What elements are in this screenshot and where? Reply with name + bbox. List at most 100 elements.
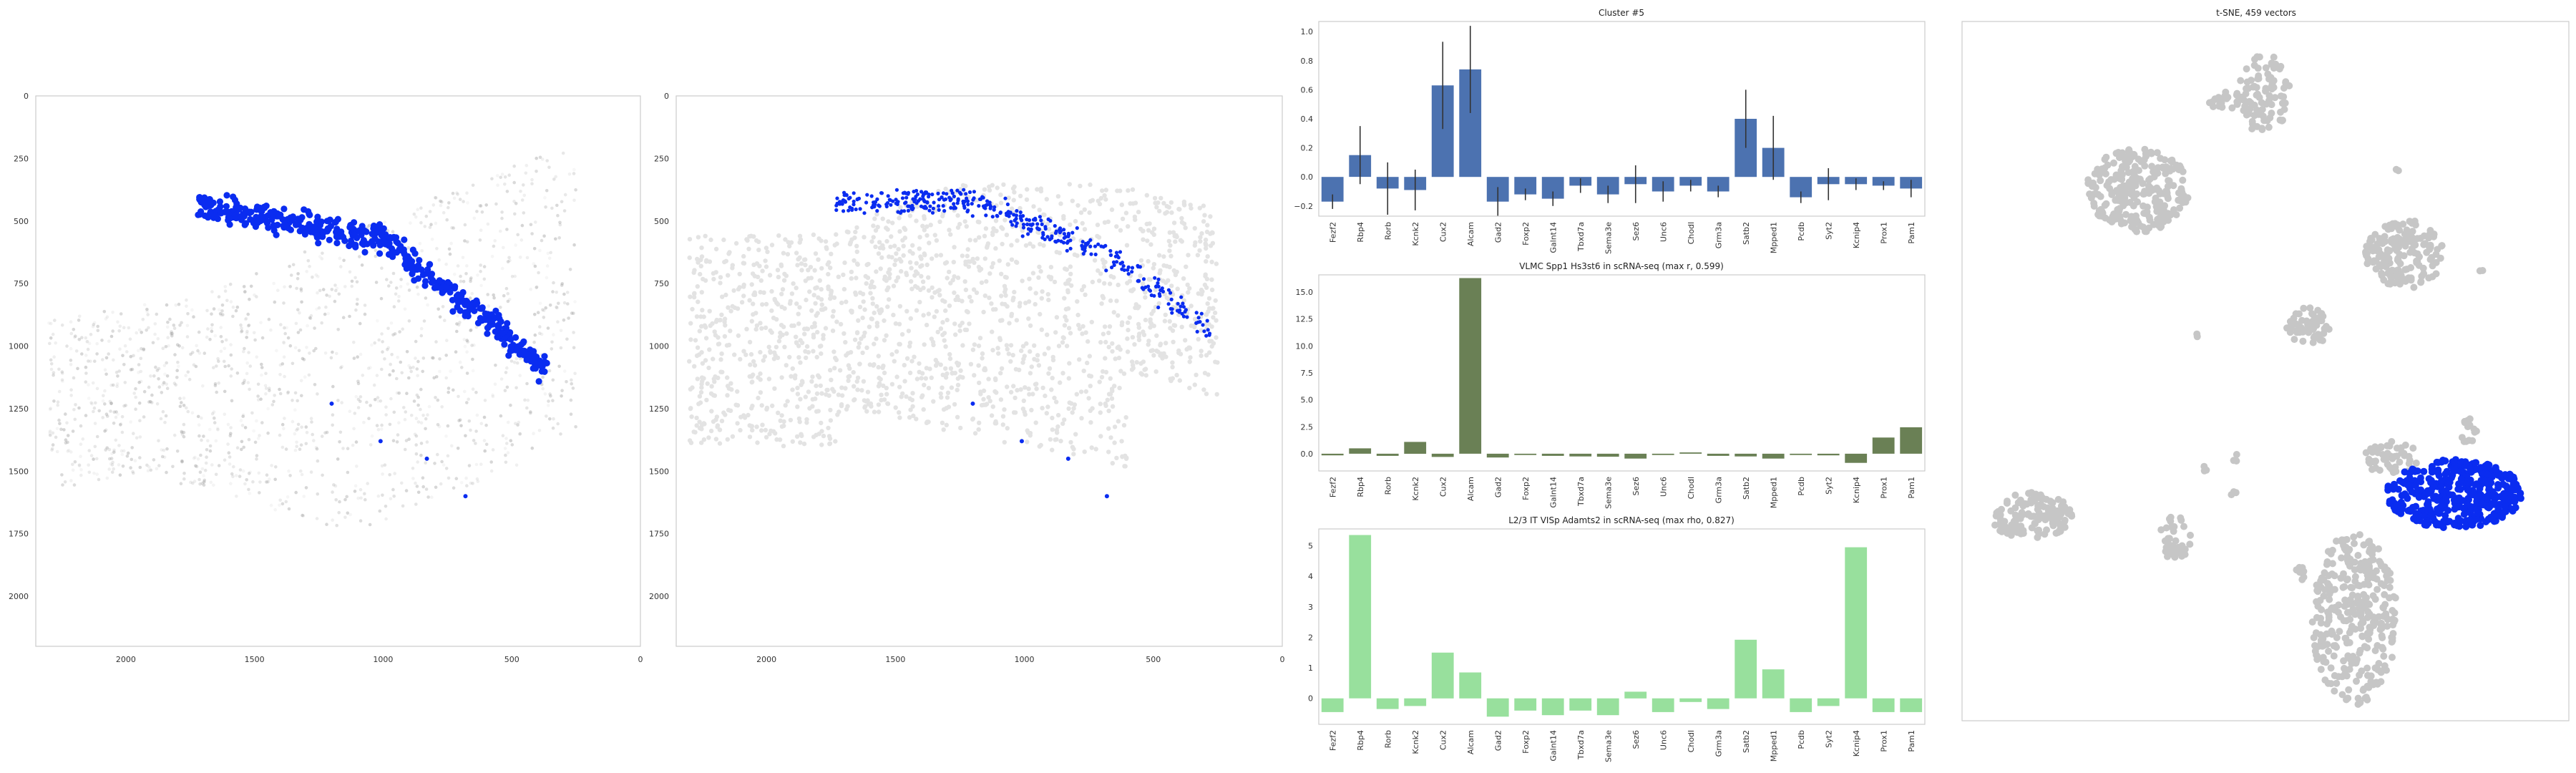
background-point [430,356,434,360]
background-point [449,369,452,373]
background-point [838,321,844,327]
cluster-point [1038,215,1042,219]
background-point [338,500,341,504]
y-tick-label: 250 [654,154,669,163]
background-point [763,427,769,433]
background-point [1098,402,1103,407]
background-point [185,406,188,410]
cluster-point [1015,209,1019,213]
tsne-point [2262,64,2270,72]
background-point [919,394,924,400]
bar [1652,453,1674,455]
background-point [229,300,233,303]
background-point [1090,198,1096,203]
background-point [1201,203,1206,208]
background-point [997,337,1003,343]
background-point [456,314,459,318]
bar [1541,453,1564,456]
background-point [892,359,897,364]
background-point [447,201,451,205]
background-point [308,316,312,320]
background-point [1181,276,1186,281]
cluster-point [1075,226,1079,230]
background-point [384,405,388,409]
background-point [149,374,152,378]
background-point [945,317,950,323]
background-point [73,460,77,464]
tsne-point [2276,116,2284,124]
background-point [876,402,882,407]
background-point [49,336,53,340]
background-point [754,424,759,429]
cluster-point [901,191,905,195]
background-point [142,348,146,352]
background-point [1160,356,1165,361]
background-point [280,422,285,427]
background-point [1136,334,1141,339]
background-point [512,164,516,168]
background-point [1012,190,1017,195]
y-tick-label: 2000 [9,592,29,601]
cluster-point [966,203,970,207]
background-point [1001,182,1006,188]
background-point [794,434,800,439]
background-point [982,367,987,372]
background-point [1204,392,1209,397]
background-point [1088,384,1093,389]
background-point [537,429,542,432]
background-point [514,202,518,205]
background-point [556,320,560,324]
background-point [1036,363,1042,368]
tsne-point [2392,267,2400,275]
background-point [280,362,285,366]
background-point [852,384,857,389]
background-point [436,398,440,402]
background-point [1003,293,1008,298]
background-point [522,183,525,187]
background-point [306,324,309,328]
background-point [226,422,230,427]
background-point [811,434,816,439]
background-point [857,304,863,310]
tsne-point [2153,184,2161,192]
background-point [268,389,271,392]
background-point [503,175,507,179]
background-point [1173,269,1178,275]
background-point [168,317,172,321]
cluster-point [289,213,296,220]
cluster-point [1025,218,1029,222]
background-point [1108,435,1113,440]
background-point [325,430,329,434]
background-point [466,340,469,344]
background-point [287,507,291,511]
background-point [165,303,169,307]
cluster-point [1056,238,1060,243]
cluster-point [955,188,960,193]
background-point [857,361,862,366]
background-point [799,340,805,346]
background-point [1002,439,1008,445]
cluster-point [1068,246,1073,251]
background-points [687,182,1220,469]
background-point [907,344,912,349]
background-point [65,344,69,348]
background-point [265,480,268,484]
background-point [1060,335,1066,340]
background-point [847,374,852,379]
background-point [1070,410,1075,415]
cluster-point [375,238,382,245]
background-point [1188,355,1193,360]
background-point [1102,220,1108,225]
background-point [480,210,484,214]
background-point [1169,283,1174,288]
background-point [772,386,777,392]
cluster-point [1118,250,1123,254]
background-point [475,210,479,213]
cluster-point [949,205,953,210]
background-point [104,428,108,432]
background-point [955,382,961,388]
background-point [298,311,301,315]
background-point [728,329,733,334]
bar [1514,453,1537,455]
background-point [1038,268,1043,274]
